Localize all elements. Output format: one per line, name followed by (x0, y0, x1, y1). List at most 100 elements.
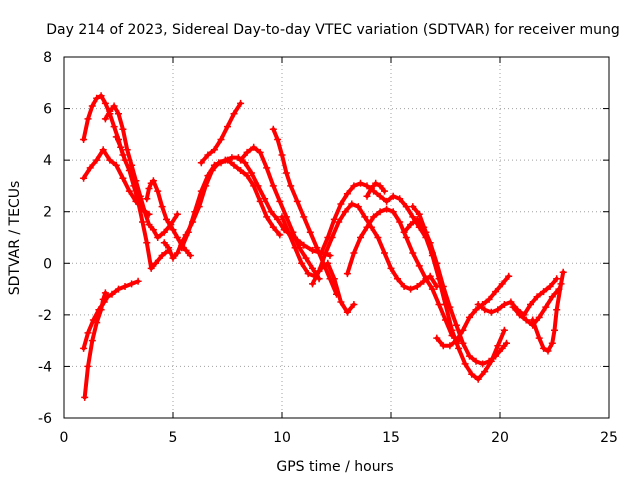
data-point-plus-marker (505, 272, 513, 280)
data-point-plus-marker (80, 136, 88, 143)
data-point-plus-marker (409, 203, 417, 211)
y-tick-label: 0 (43, 256, 52, 272)
data-point-plus-marker (474, 301, 482, 308)
data-point-plus-marker (459, 339, 467, 347)
data-point-plus-marker (115, 110, 122, 118)
data-point-plus-marker (328, 234, 336, 241)
axis-ticks: 0 5 10 15 20 25 -6 -4 -2 0 2 4 6 8 (38, 50, 618, 446)
series-sat-w (529, 268, 567, 355)
data-point-plus-marker (315, 267, 323, 275)
data-point-plus-marker (350, 249, 358, 257)
data-point-plus-marker (546, 283, 554, 290)
data-point-plus-marker (381, 249, 388, 257)
data-point-plus-marker (110, 102, 118, 110)
data-point-plus-marker (121, 283, 129, 290)
data-point-plus-marker (341, 208, 349, 216)
data-point-plus-marker (152, 259, 160, 267)
data-point-plus-marker (84, 115, 92, 123)
data-point-plus-marker (269, 125, 277, 133)
data-point-plus-marker (402, 203, 410, 211)
data-point-plus-marker (322, 249, 330, 257)
data-point-plus-marker (158, 203, 166, 211)
data-point-plus-marker (487, 357, 495, 365)
data-point-plus-marker (309, 280, 316, 288)
data-point-plus-marker (335, 218, 343, 226)
data-point-plus-marker (154, 187, 162, 195)
data-point-plus-marker (186, 252, 194, 259)
data-point-plus-marker (415, 262, 423, 270)
data-point-plus-marker (422, 275, 430, 283)
series-trace (81, 93, 125, 157)
data-point-plus-marker (250, 143, 258, 151)
y-tick-label: 2 (43, 205, 52, 221)
data-point-plus-marker (503, 339, 510, 347)
data-point-plus-marker (343, 308, 351, 316)
data-point-plus-marker (428, 249, 436, 257)
data-point-plus-marker (466, 313, 473, 321)
data-point-plus-marker (128, 280, 136, 288)
x-axis-label: GPS time / hours (276, 459, 393, 475)
data-point-plus-marker (302, 254, 310, 262)
data-point-plus-marker (455, 344, 463, 352)
x-tick-label: 0 (60, 430, 69, 446)
data-point-plus-marker (182, 246, 190, 254)
data-point-plus-marker (361, 213, 369, 221)
data-point-plus-marker (160, 239, 168, 247)
series-sat-h (160, 154, 334, 262)
data-point-plus-marker (291, 244, 299, 252)
data-point-plus-marker (551, 326, 558, 334)
data-point-plus-marker (481, 368, 489, 376)
data-point-plus-marker (230, 161, 238, 169)
data-point-plus-marker (383, 197, 391, 205)
series-trace (103, 104, 180, 240)
data-point-plus-marker (104, 293, 112, 301)
data-point-plus-marker (100, 298, 108, 306)
data-point-plus-marker (389, 192, 397, 200)
data-point-plus-marker (139, 218, 146, 226)
data-point-plus-marker (263, 213, 271, 221)
data-point-plus-marker (324, 259, 332, 267)
series-trace (345, 207, 461, 343)
data-point-plus-marker (343, 270, 351, 278)
data-point-plus-marker (86, 164, 94, 172)
data-point-plus-marker (263, 164, 271, 172)
data-point-plus-marker (278, 151, 286, 159)
data-point-plus-marker (256, 148, 264, 156)
data-point-plus-marker (389, 208, 397, 216)
data-point-plus-marker (173, 249, 181, 257)
data-point-plus-marker (88, 102, 96, 110)
data-point-plus-marker (276, 197, 284, 205)
data-point-plus-marker (542, 303, 550, 311)
data-point-plus-marker (237, 156, 245, 164)
data-point-plus-marker (210, 161, 218, 169)
data-point-plus-marker (304, 270, 312, 278)
series-trace (511, 287, 561, 328)
data-point-plus-marker (121, 156, 129, 164)
data-point-plus-marker (119, 125, 127, 133)
data-point-plus-marker (184, 228, 192, 236)
data-point-plus-marker (84, 362, 92, 370)
data-point-plus-marker (553, 275, 561, 283)
data-point-plus-marker (147, 264, 155, 272)
data-point-plus-marker (145, 221, 153, 229)
data-point-plus-marker (372, 179, 380, 187)
data-point-plus-marker (548, 293, 556, 301)
data-point-plus-marker (298, 259, 306, 267)
series-trace (179, 158, 282, 250)
data-point-plus-marker (267, 208, 275, 216)
data-point-plus-marker (466, 352, 473, 360)
data-point-plus-marker (363, 182, 371, 190)
data-point-plus-marker (204, 151, 212, 159)
data-point-plus-marker (535, 313, 543, 321)
data-point-plus-marker (210, 146, 218, 154)
data-point-plus-marker (191, 208, 199, 216)
data-point-plus-marker (548, 339, 556, 347)
data-point-plus-marker (95, 306, 103, 314)
data-point-plus-marker (500, 301, 508, 308)
y-tick-label: -4 (38, 359, 52, 375)
data-point-plus-marker (80, 174, 88, 182)
series-sat-j (197, 99, 245, 167)
data-point-plus-marker (357, 234, 364, 241)
data-point-plus-marker (507, 298, 515, 306)
series-sat-i (178, 156, 284, 252)
